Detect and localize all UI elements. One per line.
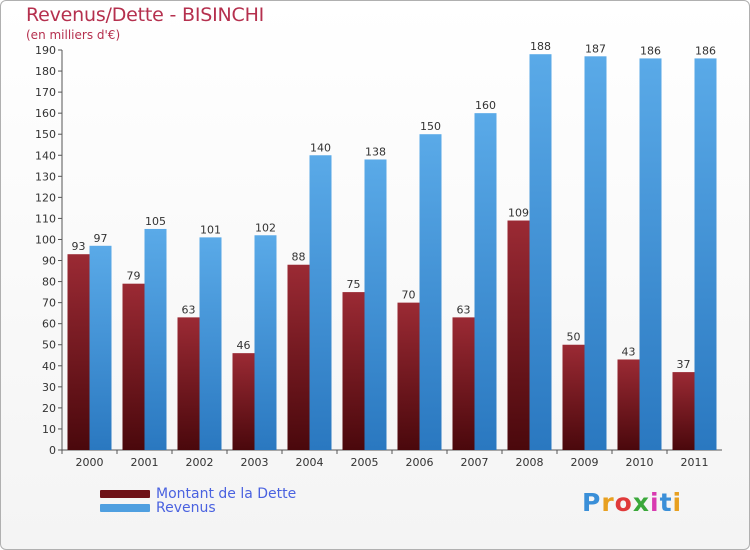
- bar-revenue: [694, 58, 717, 450]
- data-label-debt: 46: [237, 339, 251, 352]
- data-label-revenue: 101: [200, 223, 221, 236]
- bar-revenue: [89, 245, 112, 450]
- bar-revenue: [474, 113, 497, 450]
- y-tick-label: 170: [35, 86, 56, 99]
- y-tick-label: 10: [42, 423, 56, 436]
- y-tick-label: 110: [35, 212, 56, 225]
- legend-item-revenue: Revenus: [100, 500, 216, 516]
- data-label-debt: 109: [508, 207, 529, 220]
- y-tick-label: 40: [42, 360, 56, 373]
- x-tick-label: 2002: [186, 456, 214, 469]
- y-tick-label: 130: [35, 170, 56, 183]
- data-label-debt: 70: [402, 289, 416, 302]
- bar-revenue: [529, 54, 552, 451]
- logo-letter: P: [582, 488, 602, 517]
- x-tick-label: 2003: [241, 456, 269, 469]
- bar-debt: [287, 264, 310, 450]
- data-label-debt: 63: [182, 303, 196, 316]
- logo-letter: i: [650, 488, 660, 517]
- data-label-revenue: 186: [640, 44, 661, 57]
- data-label-revenue: 105: [145, 215, 166, 228]
- legend-item-debt: Montant de la Dette: [100, 486, 297, 502]
- bar-revenue: [254, 235, 277, 450]
- bar-debt: [617, 359, 640, 450]
- bar-debt: [67, 254, 90, 450]
- data-label-revenue: 97: [94, 232, 108, 245]
- y-tick-label: 30: [42, 381, 56, 394]
- logo-letter: t: [659, 488, 673, 517]
- y-tick-label: 80: [42, 276, 56, 289]
- data-label-debt: 79: [127, 270, 141, 283]
- y-tick-label: 70: [42, 297, 56, 310]
- x-tick-label: 2011: [681, 456, 709, 469]
- bar-debt: [507, 220, 530, 450]
- bar-revenue: [419, 134, 442, 451]
- data-label-revenue: 150: [420, 120, 441, 133]
- x-tick-label: 2008: [516, 456, 544, 469]
- logo-letter: r: [601, 488, 615, 517]
- y-tick-label: 50: [42, 339, 56, 352]
- logo-letter: x: [632, 488, 650, 517]
- legend-label-revenue: Revenus: [156, 500, 216, 516]
- data-label-debt: 75: [347, 278, 361, 291]
- bars: 93 97 79 105 63 101 46 102 88 140 75 138 70 150 63 160 1…: [67, 40, 717, 451]
- chart-title: Revenus/Dette - BISINCHI: [26, 4, 265, 26]
- x-tick-label: 2000: [76, 456, 104, 469]
- axes: 0 10 20 30 40 50 60 70 80 90 100 110 120 130 140 150 160…: [35, 44, 722, 469]
- data-label-debt: 37: [677, 358, 691, 371]
- legend-swatch-debt: [100, 490, 150, 498]
- chart-subtitle: (en milliers d'€): [26, 28, 121, 42]
- y-tick-label: 180: [35, 65, 56, 78]
- y-tick-label: 60: [42, 318, 56, 331]
- x-tick-label: 2009: [571, 456, 599, 469]
- x-tick-label: 2006: [406, 456, 434, 469]
- bar-debt: [342, 292, 365, 450]
- data-label-debt: 63: [457, 303, 471, 316]
- y-tick-label: 0: [49, 444, 56, 457]
- x-tick-label: 2005: [351, 456, 379, 469]
- bar-revenue: [144, 228, 167, 450]
- bar-debt: [177, 317, 200, 450]
- bar-revenue: [364, 159, 387, 450]
- y-tick-label: 150: [35, 128, 56, 141]
- bar-debt: [232, 353, 255, 450]
- bar-debt: [122, 283, 145, 450]
- x-tick-label: 2004: [296, 456, 324, 469]
- legend-label-debt: Montant de la Dette: [156, 486, 297, 502]
- data-label-revenue: 160: [475, 99, 496, 112]
- y-tick-label: 20: [42, 402, 56, 415]
- y-tick-label: 190: [35, 44, 56, 57]
- y-tick-label: 100: [35, 233, 56, 246]
- bar-revenue: [584, 56, 607, 450]
- bar-revenue: [309, 155, 332, 450]
- bar-debt: [452, 317, 475, 450]
- x-tick-label: 2010: [626, 456, 654, 469]
- y-tick-label: 140: [35, 149, 56, 162]
- data-label-debt: 43: [622, 345, 636, 358]
- y-tick-label: 160: [35, 107, 56, 120]
- bar-revenue: [639, 58, 662, 450]
- y-tick-label: 90: [42, 255, 56, 268]
- x-tick-label: 2007: [461, 456, 489, 469]
- data-label-revenue: 140: [310, 141, 331, 154]
- data-label-debt: 93: [72, 240, 86, 253]
- legend-swatch-revenue: [100, 504, 150, 512]
- bar-debt: [397, 302, 420, 450]
- data-label-revenue: 187: [585, 42, 606, 55]
- data-label-debt: 88: [292, 251, 306, 264]
- data-label-debt: 50: [567, 331, 581, 344]
- bar-debt: [562, 344, 585, 450]
- x-tick-label: 2001: [131, 456, 159, 469]
- data-label-revenue: 102: [255, 221, 276, 234]
- logo-letter: o: [614, 488, 633, 517]
- bar-debt: [672, 372, 695, 450]
- data-label-revenue: 138: [365, 145, 386, 158]
- proxiti-logo: Proxiti: [582, 488, 682, 517]
- data-label-revenue: 186: [695, 44, 716, 57]
- data-label-revenue: 188: [530, 40, 551, 53]
- bar-revenue: [199, 237, 222, 450]
- y-tick-label: 120: [35, 191, 56, 204]
- logo-letter: i: [672, 488, 683, 517]
